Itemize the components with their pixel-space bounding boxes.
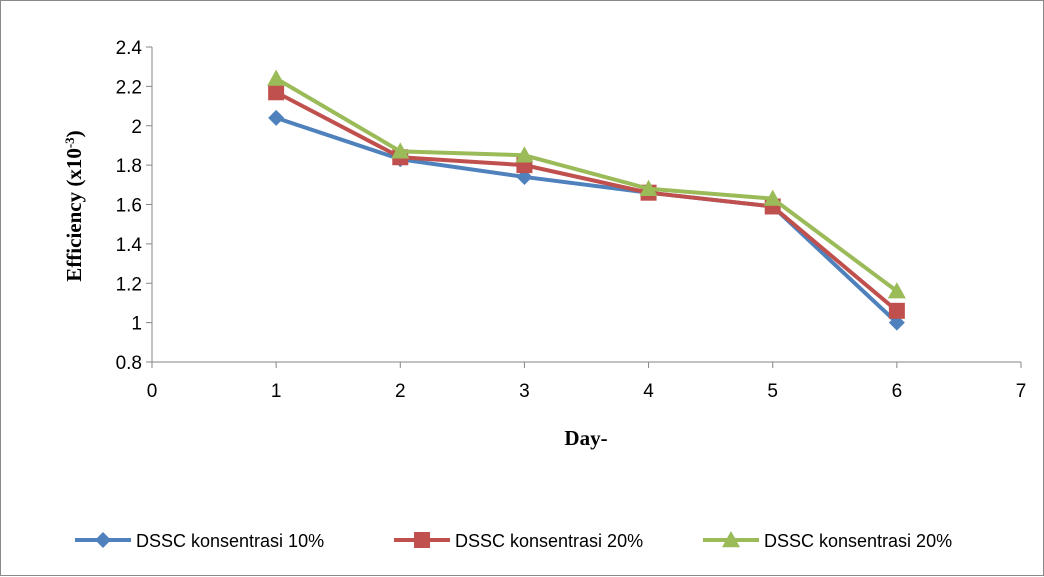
- x-tick-label: 4: [643, 381, 654, 402]
- legend-label: DSSC konsentrasi 10%: [136, 531, 324, 551]
- y-axis-title-sup: -3: [62, 137, 77, 148]
- x-tick-label: 6: [892, 381, 903, 402]
- legend-item: DSSC konsentrasi 10%: [75, 531, 324, 551]
- legend-item: DSSC konsentrasi 20%: [703, 531, 952, 551]
- y-tick-label: 1.2: [116, 274, 142, 295]
- series-line: [275, 76, 899, 293]
- y-axis-title-main: Efficiency (x10: [62, 148, 86, 282]
- data-point: [763, 189, 782, 206]
- y-tick-label: 2.2: [116, 77, 142, 98]
- legend-label: DSSC konsentrasi 20%: [764, 531, 952, 551]
- data-point: [639, 179, 658, 196]
- legend-marker: [722, 531, 740, 548]
- data-point: [888, 302, 905, 319]
- data-point: [268, 109, 285, 126]
- legend-marker: [414, 532, 430, 548]
- axes: 0.8 1 1.2 1.4 1.6 1.8 2 2.2 2.4 0 1 2 3 4 5 6 7: [116, 38, 1027, 402]
- x-tick-label: 2: [395, 381, 406, 402]
- x-tick-label: 3: [519, 381, 530, 402]
- x-tick-label: 1: [271, 381, 282, 402]
- series-2: [268, 84, 905, 319]
- series-line: [275, 90, 899, 313]
- legend-marker: [95, 532, 111, 548]
- y-tick-label: 1.4: [116, 235, 143, 256]
- series-layer: [267, 69, 906, 331]
- data-point: [515, 146, 534, 163]
- series-3: [267, 69, 906, 299]
- y-tick-label: 1: [131, 314, 142, 335]
- x-axis-title: Day-: [564, 426, 607, 450]
- legend-item: DSSC konsentrasi 20%: [394, 531, 643, 551]
- y-tick-label: 0.8: [116, 353, 142, 374]
- data-point: [391, 142, 410, 159]
- y-tick-label: 1.6: [116, 196, 142, 217]
- data-point: [887, 282, 906, 299]
- y-axis-title: Efficiency (x10-3): [62, 130, 87, 281]
- legend-label: DSSC konsentrasi 20%: [455, 531, 643, 551]
- y-tick-label: 2.4: [116, 38, 143, 59]
- series-1: [268, 109, 905, 331]
- x-tick-label: 5: [767, 381, 778, 402]
- y-tick-label: 1.8: [116, 156, 142, 177]
- legend: DSSC konsentrasi 10% DSSC konsentrasi 20%…: [75, 531, 952, 551]
- x-tick-label: 7: [1016, 381, 1027, 402]
- y-tick-label: 2: [131, 117, 142, 138]
- x-tick-label: 0: [147, 381, 158, 402]
- data-point: [267, 69, 286, 86]
- y-axis-title-end: ): [62, 130, 86, 137]
- data-point: [268, 84, 285, 101]
